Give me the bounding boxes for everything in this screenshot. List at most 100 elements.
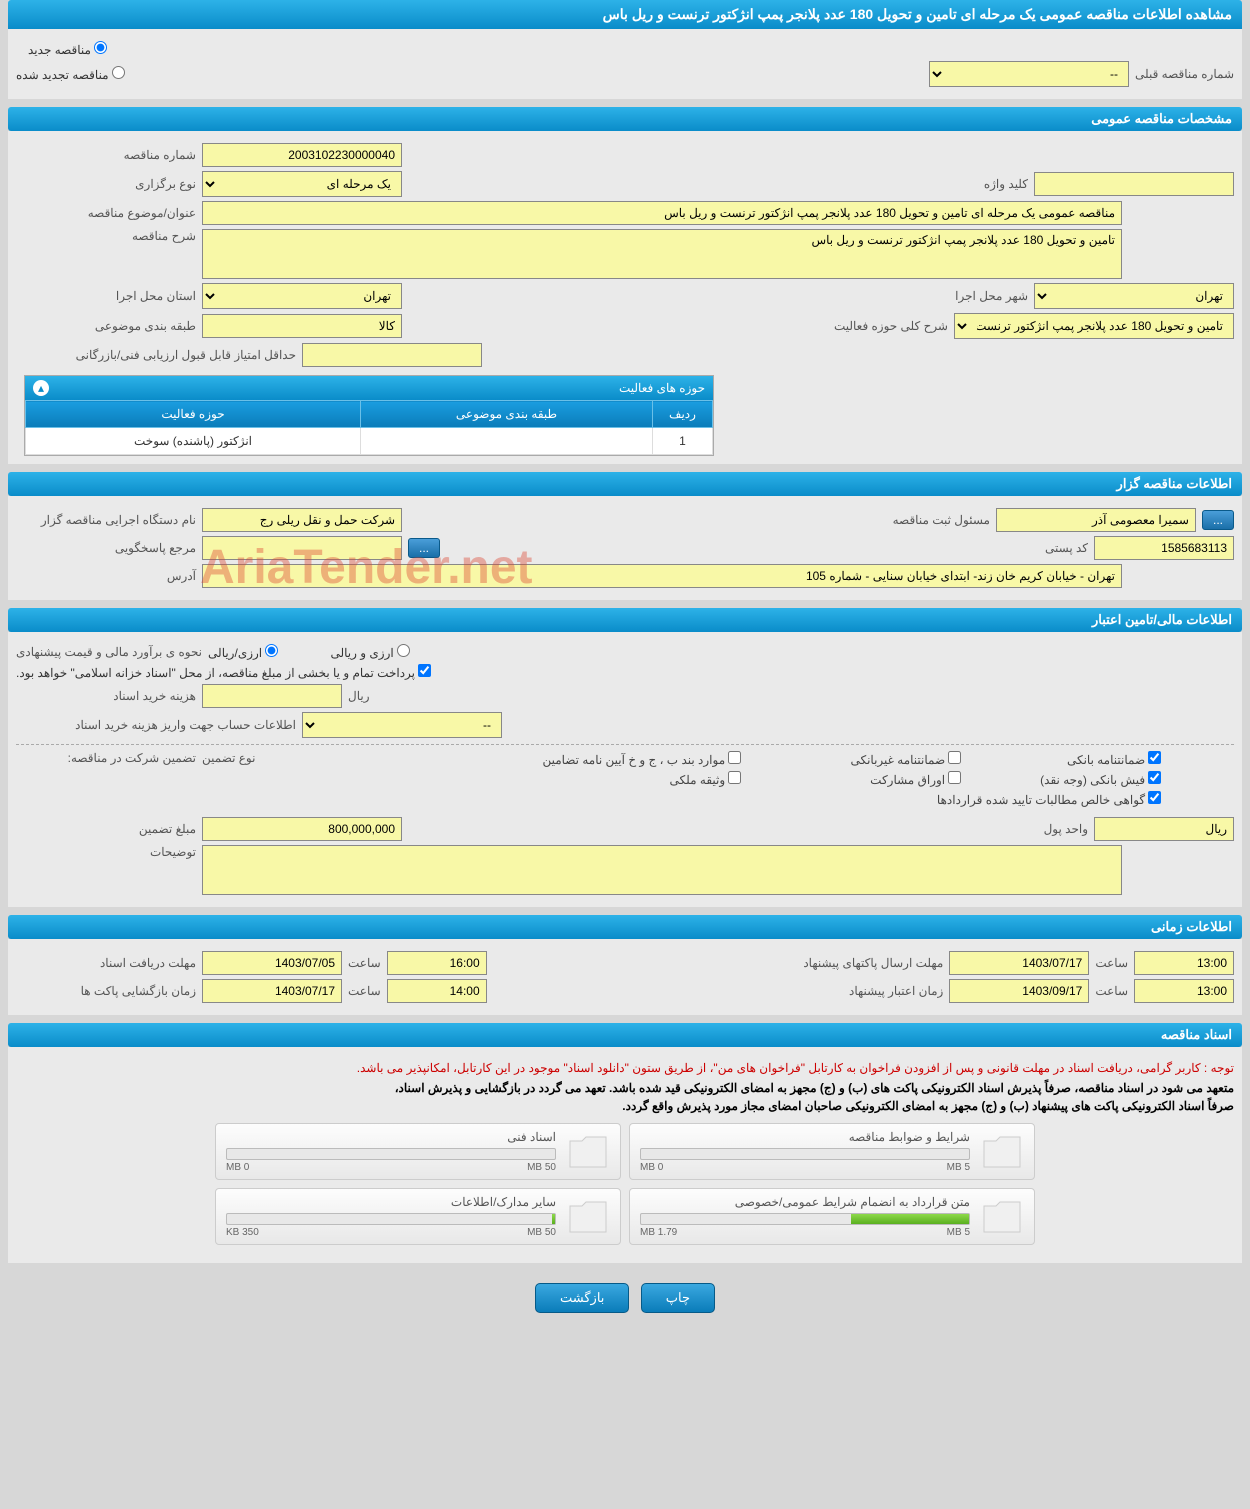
radio-new-input[interactable] (94, 41, 107, 54)
section-general: مشخصات مناقصه عمومی (8, 107, 1242, 131)
activity-table: ردیف طبقه بندی موضوعی حوزه فعالیت 1 انژک… (25, 400, 713, 455)
folder-icon (566, 1198, 610, 1236)
subject-input[interactable] (202, 201, 1122, 225)
send-date-input[interactable] (949, 951, 1089, 975)
send-label: مهلت ارسال پاکتهای پیشنهاد (803, 956, 943, 970)
row1-field: انژکتور (پاشنده) سوخت (26, 428, 361, 455)
hold-type-label: نوع برگزاری (16, 177, 196, 191)
print-button[interactable]: چاپ (641, 1283, 715, 1313)
address-label: آدرس (16, 569, 196, 583)
description-textarea[interactable]: تامین و تحویل 180 عدد پلانجر پمپ انژکتور… (202, 229, 1122, 279)
time-word-2: ساعت (1095, 956, 1128, 970)
open-time-input[interactable] (387, 979, 487, 1003)
validity-date-input[interactable] (949, 979, 1089, 1003)
doc2-max: 50 MB (527, 1162, 556, 1173)
min-score-input[interactable] (302, 343, 482, 367)
city-label: شهر محل اجرا (955, 289, 1028, 303)
validity-label: زمان اعتبار پیشنهاد (849, 984, 943, 998)
tender-number-input[interactable] (202, 143, 402, 167)
g1-input[interactable] (1148, 751, 1161, 764)
col-row: ردیف (653, 401, 713, 428)
doc3-title: متن قرارداد به انضمام شرایط عمومی/خصوصی (640, 1195, 970, 1209)
g3-input[interactable] (728, 751, 741, 764)
radio-fx-rial-label: ارزی/ریالی (208, 646, 262, 660)
doc3-max: 5 MB (947, 1227, 970, 1238)
open-date-input[interactable] (202, 979, 342, 1003)
city-select[interactable]: تهران (1034, 283, 1234, 309)
postal-input[interactable] (1094, 536, 1234, 560)
doc1-max: 5 MB (947, 1162, 970, 1173)
treasury-note: پرداخت تمام و یا بخشی از مبلغ مناقصه، از… (16, 666, 415, 680)
min-score-label: حداقل امتیاز قابل قبول ارزیابی فنی/بازرگ… (16, 348, 296, 362)
back-button[interactable]: بازگشت (535, 1283, 629, 1313)
registrar-input[interactable] (996, 508, 1196, 532)
activity-box: حوزه های فعالیت ▴ ردیف طبقه بندی موضوعی … (24, 375, 714, 456)
category-input[interactable] (202, 314, 402, 338)
doc1-used: 0 MB (640, 1162, 663, 1173)
col-field: حوزه فعالیت (26, 401, 361, 428)
subject-label: عنوان/موضوع مناقصه (16, 206, 196, 220)
doc4-max: 50 MB (527, 1227, 556, 1238)
currency-unit-input[interactable] (1094, 817, 1234, 841)
postal-label: کد پستی (1045, 541, 1088, 555)
responder-input[interactable] (202, 536, 402, 560)
doc-fee-input[interactable] (202, 684, 342, 708)
currency-unit-label: واحد پول (1044, 822, 1088, 836)
doc4-used: 350 KB (226, 1227, 259, 1238)
province-label: استان محل اجرا (16, 289, 196, 303)
time-word-4: ساعت (1095, 984, 1128, 998)
open-label: زمان بازگشایی پاکت ها (16, 984, 196, 998)
radio-new-tender: مناقصه جدید (28, 41, 107, 57)
g4: فیش بانکی (وجه نقد) (981, 771, 1161, 787)
address-input[interactable] (202, 564, 1122, 588)
row1-category (361, 428, 653, 455)
responder-label: مرجع پاسخگویی (16, 541, 196, 555)
registrar-label: مسئول ثبت مناقصه (893, 513, 990, 527)
section-timing: اطلاعات زمانی (8, 915, 1242, 939)
receive-date-input[interactable] (202, 951, 342, 975)
doc-card-2[interactable]: اسناد فنی 50 MB0 MB (215, 1123, 621, 1180)
keyword-label: کلید واژه (984, 177, 1028, 191)
validity-time-input[interactable] (1134, 979, 1234, 1003)
g3: موارد بند ب ، ج و خ آیین نامه تضامین (541, 751, 741, 767)
radio-renewed-input[interactable] (112, 66, 125, 79)
receive-time-input[interactable] (387, 951, 487, 975)
collapse-icon[interactable]: ▴ (33, 380, 49, 396)
row1-num: 1 (653, 428, 713, 455)
exec-label: نام دستگاه اجرایی مناقصه گزار (16, 513, 196, 527)
activity-desc-select[interactable]: تامین و تحویل 180 عدد پلانجر پمپ انژکتور… (954, 313, 1234, 339)
doc-card-1[interactable]: شرایط و ضوابط مناقصه 5 MB0 MB (629, 1123, 1035, 1180)
notes-label: توضیحات (16, 845, 196, 859)
radio-renewed-tender: مناقصه تجدید شده (16, 66, 125, 82)
doc-card-4[interactable]: سایر مدارک/اطلاعات 50 MB350 KB (215, 1188, 621, 1245)
more-button[interactable]: ... (1202, 510, 1234, 530)
radio-fx-input[interactable] (397, 644, 410, 657)
deposit-account-label: اطلاعات حساب جهت واریز هزینه خرید اسناد (16, 718, 296, 732)
g5-input[interactable] (948, 771, 961, 784)
doc-card-3[interactable]: متن قرارداد به انضمام شرایط عمومی/خصوصی … (629, 1188, 1035, 1245)
g4-input[interactable] (1148, 771, 1161, 784)
notes-textarea[interactable] (202, 845, 1122, 895)
province-select[interactable]: تهران (202, 283, 402, 309)
folder-icon (566, 1133, 610, 1171)
g6-input[interactable] (728, 771, 741, 784)
responder-more-button[interactable]: ... (408, 538, 440, 558)
hold-type-select[interactable]: یک مرحله ای (202, 171, 402, 197)
col-category: طبقه بندی موضوعی (361, 401, 653, 428)
g6: وثیقه ملکی (541, 771, 741, 787)
page-title: مشاهده اطلاعات مناقصه عمومی یک مرحله ای … (8, 0, 1242, 29)
guarantee-amount-input[interactable] (202, 817, 402, 841)
radio-fx-rial-input[interactable] (265, 644, 278, 657)
notice-black-1: متعهد می شود در اسناد مناقصه، صرفاً پذیر… (16, 1081, 1234, 1095)
keyword-input[interactable] (1034, 172, 1234, 196)
treasury-check-input[interactable] (418, 664, 431, 677)
send-time-input[interactable] (1134, 951, 1234, 975)
folder-icon (980, 1133, 1024, 1171)
radio-renewed-label: مناقصه تجدید شده (16, 68, 109, 82)
time-word-1: ساعت (348, 956, 381, 970)
deposit-account-select[interactable]: -- (302, 712, 502, 738)
g7-input[interactable] (1148, 791, 1161, 804)
prev-number-select[interactable]: -- (929, 61, 1129, 87)
g2-input[interactable] (948, 751, 961, 764)
exec-input[interactable] (202, 508, 402, 532)
